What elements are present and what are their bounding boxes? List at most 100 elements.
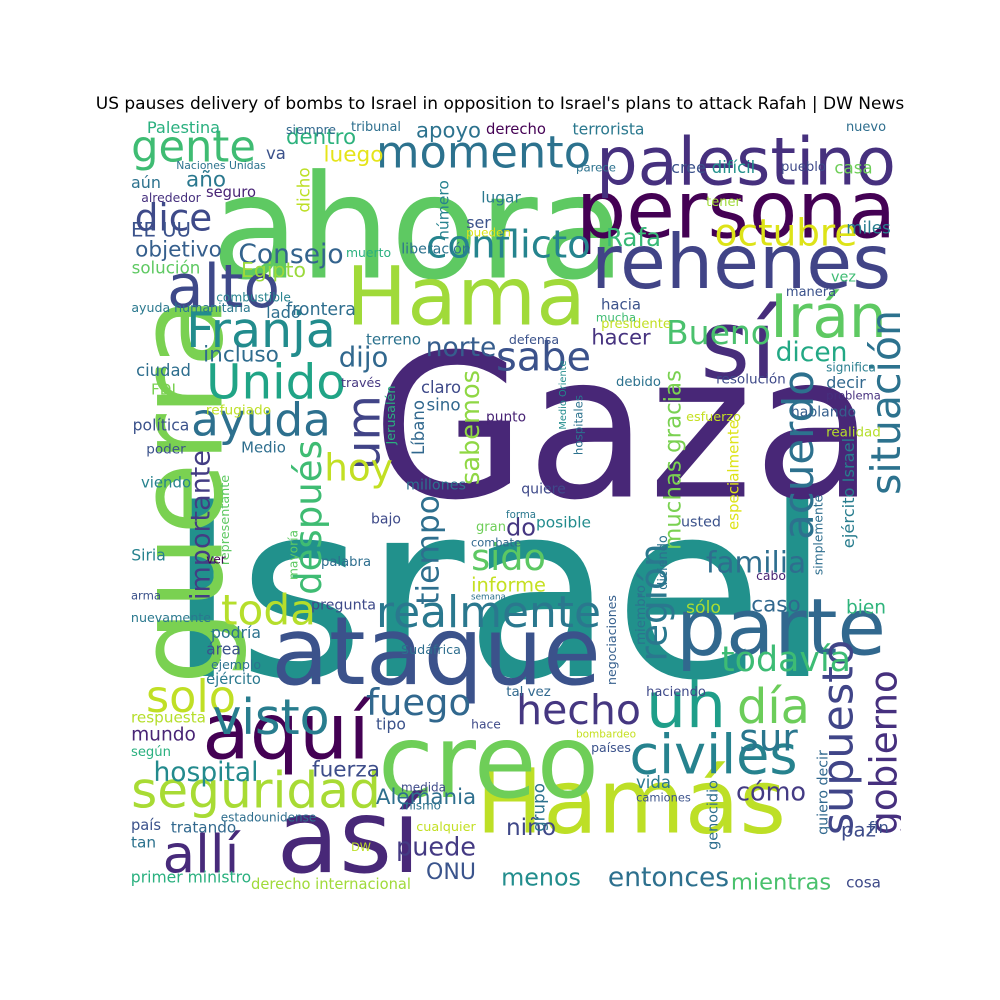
word-siempre: siempre bbox=[286, 122, 336, 137]
word-alemania: Alemania bbox=[376, 785, 476, 810]
word-primer-ministro: primer ministro bbox=[131, 869, 251, 887]
word-ejercito-israel: ejército Israel bbox=[839, 438, 858, 548]
word-egipto: Egipto bbox=[241, 258, 306, 282]
word-siria: Siria bbox=[131, 547, 166, 565]
word-politica: política bbox=[133, 417, 190, 435]
word-gran: gran bbox=[476, 520, 506, 535]
word-gobierno: gobierno bbox=[862, 670, 902, 835]
word-conflicto: conflicto bbox=[426, 223, 591, 268]
word-sido: sido bbox=[471, 536, 546, 579]
word-ee-uu: EE UU bbox=[131, 219, 191, 242]
word-cosa: cosa bbox=[846, 874, 881, 892]
word-realmente: realmente bbox=[376, 587, 601, 638]
word-bien: bien bbox=[846, 598, 886, 619]
word-millones: millones bbox=[406, 478, 466, 494]
word-sino: sino bbox=[426, 395, 460, 415]
word-rafa: Rafa bbox=[606, 223, 661, 252]
word-palestina: Palestina bbox=[147, 120, 220, 137]
word-ataque: ataque bbox=[271, 598, 601, 707]
word-refugiado: refugiado bbox=[206, 403, 271, 419]
word-tipo: tipo bbox=[376, 716, 406, 734]
word-luego: luego bbox=[324, 143, 384, 168]
word-posible: posible bbox=[536, 514, 591, 532]
word-naciones-unidas: Naciones Unidas bbox=[176, 159, 266, 172]
word-sudafrica: Sudáfrica bbox=[401, 642, 461, 657]
word-si: sí bbox=[700, 289, 780, 401]
word-informe: informe bbox=[471, 574, 546, 597]
word-cloud: Israel Gaza ahora guerra persona Hama Hamás ata… bbox=[126, 120, 901, 895]
word-fuego: fuego bbox=[366, 681, 471, 724]
word-tan: tan bbox=[131, 834, 156, 852]
word-mucha: mucha bbox=[596, 311, 636, 325]
word-ejercito: ejército bbox=[206, 671, 261, 688]
word-paz: paz bbox=[841, 819, 876, 842]
word-solo: sólo bbox=[686, 598, 721, 618]
word-seguridad: seguridad bbox=[131, 761, 381, 820]
word-casa: casa bbox=[834, 158, 872, 178]
word-solucion: solución bbox=[132, 258, 201, 278]
word-asi: así bbox=[276, 778, 424, 895]
word-camiones: camiones bbox=[636, 791, 691, 805]
word-tal-vez: tal vez bbox=[506, 685, 551, 700]
word-tiempo: tiempo bbox=[411, 495, 447, 605]
word-especialmente: especialmente bbox=[725, 420, 743, 530]
word-negociaciones: negociaciones bbox=[604, 595, 619, 685]
word-aqui: aquí bbox=[202, 688, 372, 778]
word-mismo: mismo bbox=[401, 799, 441, 813]
word-creo: creo bbox=[378, 703, 599, 822]
word-pueblo: pueblo bbox=[781, 160, 826, 175]
word-muerto: muerto bbox=[346, 245, 391, 260]
word-hace: hace bbox=[471, 718, 501, 732]
word-um: um bbox=[337, 395, 391, 470]
word-parece: parece bbox=[576, 161, 616, 175]
word-derecho-internacional: derecho internacional bbox=[251, 876, 411, 893]
word-numero: número bbox=[435, 180, 453, 240]
word-ciudad: ciudad bbox=[136, 361, 191, 380]
word-hecho: hecho bbox=[516, 686, 641, 734]
word-dicho: dicho bbox=[294, 167, 314, 212]
word-situacion: situación bbox=[862, 310, 901, 495]
word-ser: ser bbox=[466, 213, 491, 232]
word-ahora: ahora bbox=[211, 144, 626, 312]
word-civiles: civiles bbox=[629, 724, 797, 787]
word-defensa: defensa bbox=[509, 332, 559, 347]
word-ver: ver bbox=[206, 553, 226, 567]
word-hama: Hama bbox=[346, 251, 586, 345]
word-dw: DW bbox=[351, 841, 371, 854]
word-pais: país bbox=[131, 817, 161, 834]
word-mayoria: mayoría bbox=[287, 530, 301, 580]
word-parte: parte bbox=[676, 582, 886, 674]
word-apoyo: apoyo bbox=[416, 120, 481, 143]
word-quiero-decir: quiero decir bbox=[816, 750, 832, 835]
word-problema: problema bbox=[826, 389, 881, 403]
word-fuerza: fuerza bbox=[312, 758, 380, 783]
word-simplemente: simplemente bbox=[812, 495, 826, 575]
word-caso: caso bbox=[751, 593, 801, 618]
word-vez: vez bbox=[831, 270, 856, 286]
word-entonces: entonces bbox=[608, 862, 729, 893]
word-lugar: lugar bbox=[481, 189, 521, 207]
word-mientras: mientras bbox=[731, 870, 831, 896]
word-menos: menos bbox=[501, 864, 581, 892]
word-punto: punto bbox=[486, 410, 526, 426]
word-alli: allí bbox=[163, 825, 242, 886]
word-hamas: Hamás bbox=[476, 751, 786, 855]
word-toda: toda bbox=[221, 586, 316, 635]
word-lado: lado bbox=[266, 303, 301, 322]
word-palestino: palestino bbox=[596, 125, 896, 201]
chart-title: US pauses delivery of bombs to Israel in… bbox=[95, 94, 905, 114]
word-unido: Unido bbox=[206, 355, 346, 411]
word-dificil: difícil bbox=[712, 158, 755, 177]
word-tener: tener bbox=[706, 195, 741, 210]
word-onu: ONU bbox=[426, 860, 476, 885]
word-gaza: Gaza bbox=[372, 312, 875, 544]
word-momento: momento bbox=[376, 127, 591, 179]
word-nuevamente: nuevamente bbox=[131, 610, 211, 625]
word-cualquier: cualquier bbox=[416, 820, 476, 835]
word-solo: solo bbox=[146, 672, 236, 723]
word-sur: sur bbox=[739, 716, 798, 760]
word-israel: Israel bbox=[166, 451, 831, 734]
word-claro: claro bbox=[421, 378, 461, 397]
word-puede: puede bbox=[396, 833, 476, 863]
